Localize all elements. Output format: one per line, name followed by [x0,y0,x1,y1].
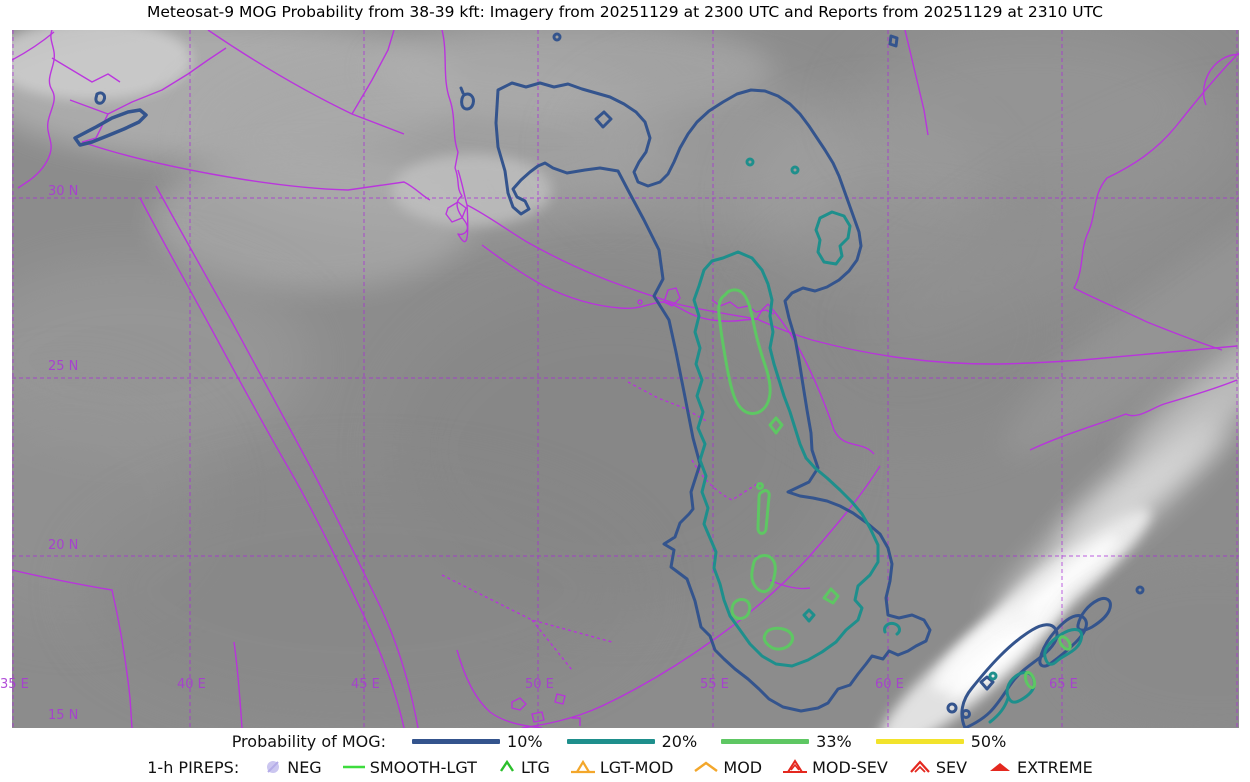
legend: Probability of MOG: 10% 20% 33% 50% 1-h … [0,730,1250,779]
lon-label-60e: 60 E [875,677,904,692]
contour-33pct-north-snake [717,288,772,416]
contour-swatch-50pct [875,739,964,744]
graticule-gridlines [12,30,1239,728]
legend-item-mod: MOD [693,758,762,777]
legend-item-sev: SEV [908,758,967,777]
lat-label-25n: 25 N [48,359,78,374]
extreme-filled-triangle-icon [990,763,1011,771]
legend-item-mod-sev: MOD-SEV [782,758,888,777]
lat-label-20n: 20 N [48,538,78,553]
lon-label-55e: 55 E [700,677,729,692]
mod-caret-icon [694,761,719,772]
smooth-lgt-dash-icon [342,765,365,769]
contour-swatch-20pct [566,739,655,744]
political-borders [12,30,1239,728]
legend-item-ltg: LTG [497,758,550,777]
lon-label-40e: 40 E [177,677,206,692]
pireps-legend-row: 1-h PIREPS: NEG SMOOTH-LGT LTG [0,755,1250,779]
contour-10pct-main [494,81,932,713]
legend-item-50pct: 50% [875,732,1006,751]
legend-item-20pct: 20% [566,732,697,751]
contour-20pct-east-kidney [814,210,852,266]
lon-label-65e: 65 E [1049,677,1078,692]
contour-10pct-cloudband-3 [1076,596,1112,632]
contour-20pct-main [692,250,880,668]
probability-legend-title: Probability of MOG: [231,732,387,751]
map-canvas: 30 N 25 N 20 N 15 N 35 E 40 E 45 E 50 E … [0,30,1239,728]
legend-item-33pct: 33% [721,732,852,751]
sev-double-caret-icon [909,760,930,773]
mog-contour-10pct [73,32,1145,728]
probability-legend-row: Probability of MOG: 10% 20% 33% 50% [0,730,1250,753]
lon-label-45e: 45 E [351,677,380,692]
lon-label-35e: 35 E [0,677,29,692]
mog-contour-33pct [717,288,1072,690]
legend-item-lgt-mod: LGT-MOD [570,758,673,777]
mog-contour-20pct [692,157,1084,724]
legend-item-smooth-lgt: SMOOTH-LGT [342,758,477,777]
neg-circle-slash-icon [267,761,280,773]
legend-item-neg: NEG [263,758,322,777]
page-title: Meteosat-9 MOG Probability from 38-39 kf… [146,3,1104,21]
graticule-labels: 30 N 25 N 20 N 15 N 35 E 40 E 45 E 50 E … [0,184,1078,723]
legend-item-extreme: EXTREME [987,758,1093,777]
ltg-caret-icon [499,759,514,772]
contour-swatch-10pct [412,739,501,744]
lat-label-30n: 30 N [48,184,78,199]
lon-label-50e: 50 E [525,677,554,692]
satellite-map: 30 N 25 N 20 N 15 N 35 E 40 E 45 E 50 E … [0,30,1239,728]
contour-10pct-northwest-blob [73,108,148,147]
lgt-mod-triangle-icon [570,759,595,774]
pireps-legend-title: 1-h PIREPS: [147,757,240,777]
satellite-imagery-layer [12,30,1239,728]
mod-sev-triangle-icon [783,759,808,773]
contour-swatch-33pct [721,739,810,744]
lat-label-15n: 15 N [48,708,78,723]
legend-item-10pct: 10% [412,732,543,751]
